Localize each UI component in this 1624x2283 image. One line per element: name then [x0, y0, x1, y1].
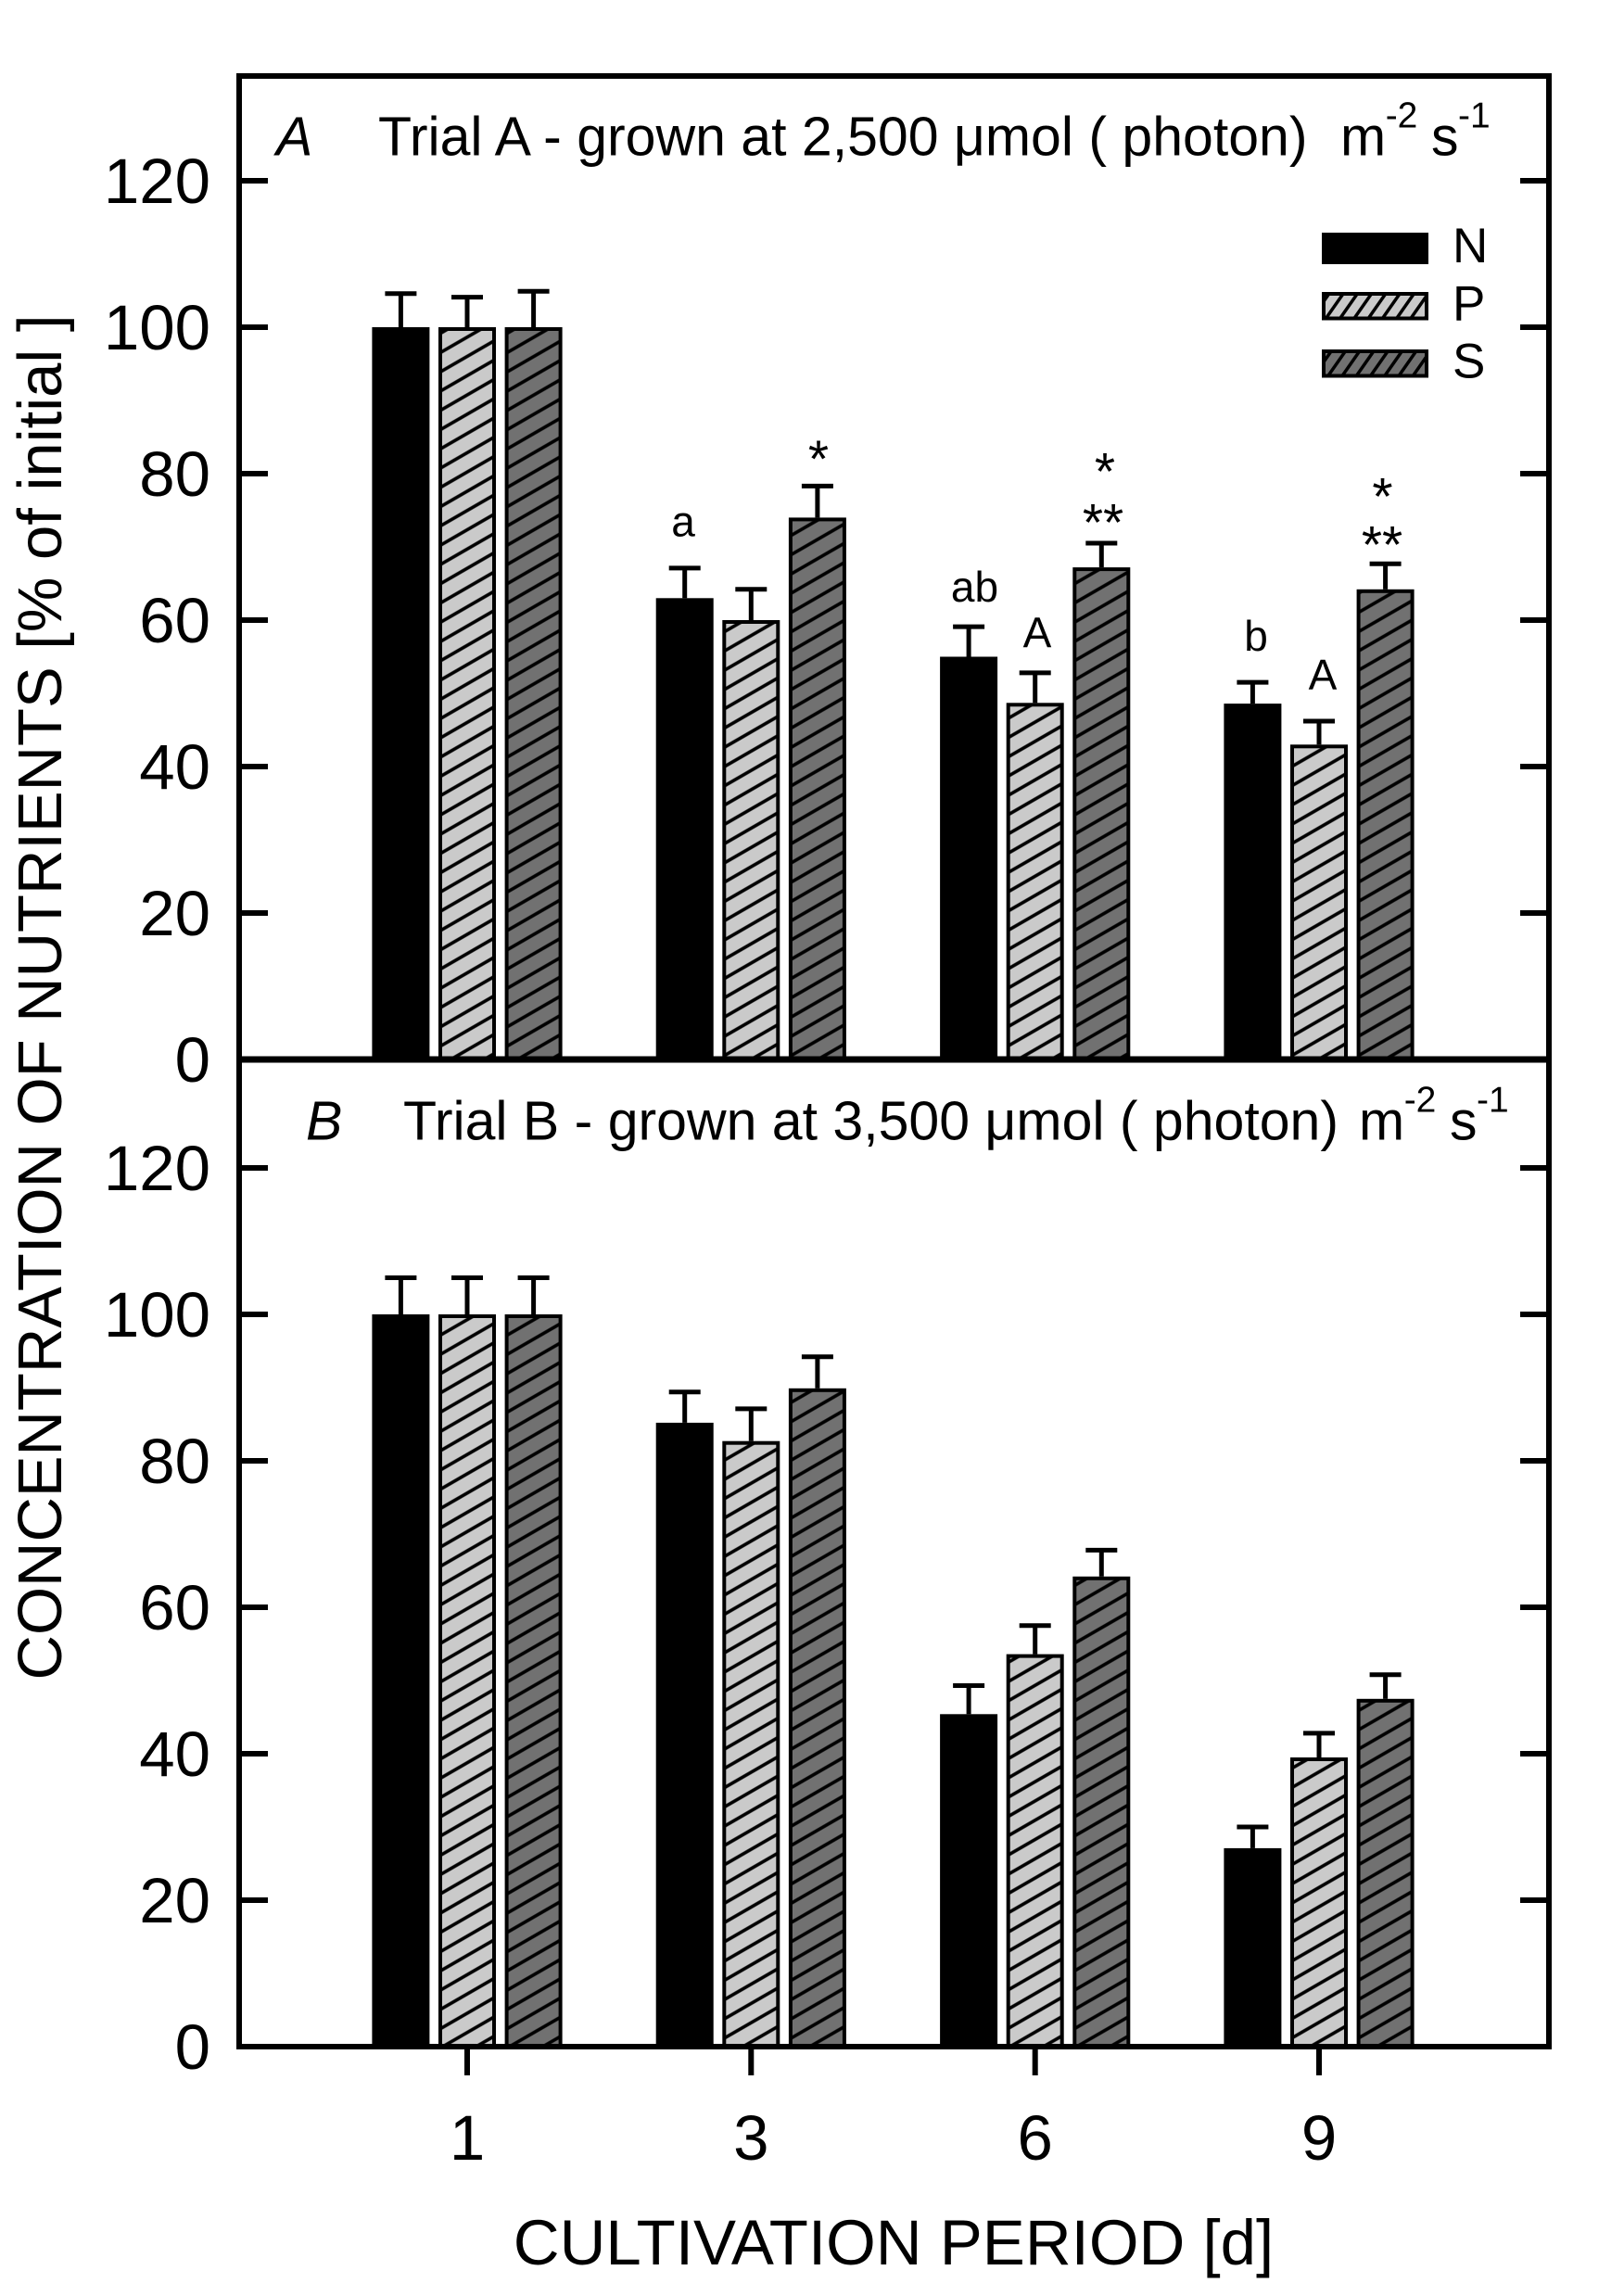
svg-text:CULTIVATION PERIOD [d]: CULTIVATION PERIOD [d]	[514, 2207, 1274, 2278]
svg-text:A: A	[1309, 651, 1338, 699]
svg-text:120: 120	[104, 1133, 210, 1204]
svg-text:60: 60	[139, 1572, 210, 1643]
svg-text:A: A	[1023, 609, 1052, 657]
svg-text:b: b	[1244, 612, 1268, 660]
svg-text:40: 40	[139, 731, 210, 803]
svg-text:B: B	[306, 1091, 342, 1152]
svg-text:40: 40	[139, 1719, 210, 1790]
svg-text:CONCENTRATION OF NUTRIENTS [%: CONCENTRATION OF NUTRIENTS [% of initial…	[6, 315, 75, 1681]
svg-text:*: *	[808, 430, 829, 489]
svg-text:60: 60	[139, 585, 210, 656]
svg-text:m: m	[1359, 1091, 1404, 1152]
svg-text:20: 20	[139, 878, 210, 949]
svg-text:-2: -2	[1404, 1081, 1437, 1121]
svg-text:0: 0	[175, 2011, 210, 2083]
svg-text:Trial A - grown at 2,500 μmol: Trial A - grown at 2,500 μmol ( photon)	[378, 107, 1308, 168]
svg-text:80: 80	[139, 438, 210, 510]
svg-text:-2: -2	[1386, 96, 1418, 136]
svg-text:**: **	[1362, 515, 1402, 575]
svg-text:-1: -1	[1477, 1081, 1509, 1121]
svg-text:**: **	[1083, 493, 1123, 552]
svg-text:*: *	[1095, 442, 1115, 501]
svg-text:80: 80	[139, 1426, 210, 1497]
svg-text:120: 120	[104, 146, 210, 217]
svg-text:3: 3	[733, 2102, 768, 2174]
svg-text:P: P	[1453, 277, 1485, 332]
svg-text:Trial B - grown at 3,500 μmol: Trial B - grown at 3,500 μmol ( photon)	[403, 1091, 1339, 1152]
svg-text:100: 100	[104, 292, 210, 363]
svg-text:1: 1	[450, 2102, 485, 2174]
svg-text:S: S	[1453, 335, 1485, 389]
svg-text:*: *	[1372, 467, 1392, 526]
svg-text:20: 20	[139, 1865, 210, 1936]
svg-text:s: s	[1450, 1091, 1478, 1152]
svg-text:100: 100	[104, 1279, 210, 1351]
svg-text:-1: -1	[1458, 96, 1491, 136]
svg-text:N: N	[1453, 219, 1488, 273]
svg-text:9: 9	[1301, 2102, 1337, 2174]
svg-text:a: a	[671, 498, 695, 546]
svg-text:s: s	[1431, 107, 1459, 168]
svg-text:0: 0	[175, 1024, 210, 1096]
svg-text:A: A	[273, 107, 312, 168]
svg-text:m: m	[1340, 107, 1386, 168]
svg-text:6: 6	[1018, 2102, 1053, 2174]
svg-text:ab: ab	[951, 563, 998, 611]
